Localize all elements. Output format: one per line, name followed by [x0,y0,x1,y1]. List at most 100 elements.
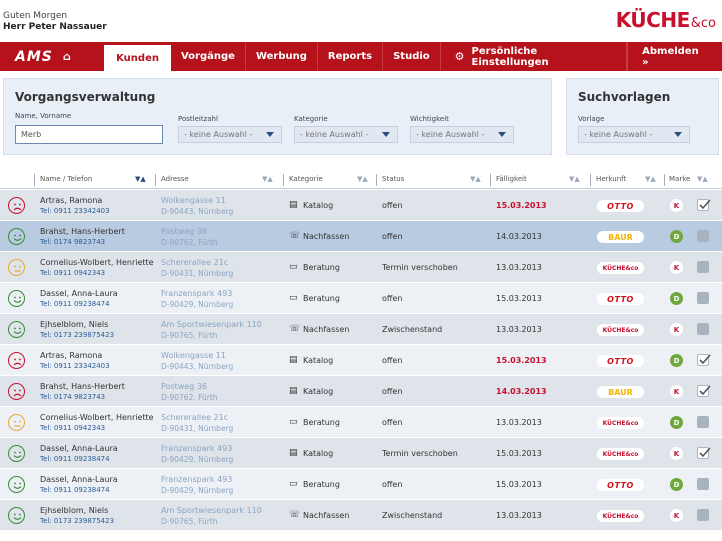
nav-item-werbung[interactable]: Werbung [246,42,318,71]
status: offen [382,294,403,303]
nav-item-kunden[interactable]: Kunden [104,45,171,71]
nav-item-reports[interactable]: Reports [318,42,384,71]
address-city: D-90762, Fürth [161,393,218,402]
table-row[interactable]: Cornelius-Wolbert, Henriette Tel: 0911 0… [0,252,722,283]
logout-button[interactable]: Abmelden » [627,42,722,71]
kategorie-label: Kategorie [294,115,328,123]
sort-icon[interactable]: ▼▲ [697,175,708,183]
checkbox[interactable] [697,509,709,521]
customer-name[interactable]: Cornelius-Wolbert, Henriette [40,413,154,422]
checkbox[interactable] [697,323,709,335]
status: Termin verschoben [382,449,458,458]
col-name[interactable]: Name / Telefon [40,175,93,183]
checkbox[interactable] [697,261,709,273]
table-row[interactable]: Dassel, Anna-Laura Tel: 0911 09238474 Fr… [0,438,722,469]
checkbox[interactable] [697,292,709,304]
customer-phone[interactable]: Tel: 0911 09238474 [40,455,110,463]
customer-phone[interactable]: Tel: 0911 0942343 [40,269,106,277]
col-faelligkeit[interactable]: Fälligkeit [496,175,527,183]
nav-brand[interactable]: AMS ⌂ [0,42,104,71]
status: offen [382,232,403,241]
customer-name[interactable]: Dassel, Anna-Laura [40,289,118,298]
customer-name[interactable]: Brahst, Hans-Herbert [40,382,125,391]
col-marke[interactable]: Marke [669,175,691,183]
table-row[interactable]: Ejhselblom, Niels Tel: 0173 239875423 Am… [0,500,722,531]
table-row[interactable]: Artras, Ramona Tel: 0911 23342403 Wolken… [0,345,722,376]
table-row[interactable]: Cornelius-Wolbert, Henriette Tel: 0911 0… [0,407,722,438]
status: offen [382,201,403,210]
sort-icon[interactable]: ▼▲ [645,175,656,183]
category: Beratung [303,263,340,272]
table-row[interactable]: Dassel, Anna-Laura Tel: 0911 09238474 Fr… [0,469,722,500]
checkbox[interactable] [697,447,711,459]
due-date: 13.03.2013 [496,511,542,520]
marke-badge: K [670,323,683,336]
due-date: 14.03.2013 [496,387,547,396]
customer-phone[interactable]: Tel: 0174 9823743 [40,238,106,246]
plz-label: Postleitzahl [178,115,218,123]
customer-phone[interactable]: Tel: 0174 9823743 [40,393,106,401]
sort-icon[interactable]: ▼▲ [357,175,368,183]
nav-item-vorgaenge[interactable]: Vorgänge [171,42,246,71]
customer-name[interactable]: Dassel, Anna-Laura [40,475,118,484]
customer-name[interactable]: Brahst, Hans-Herbert [40,227,125,236]
nav-item-einstellungen[interactable]: ⚙ Persönliche Einstellungen [441,42,628,71]
col-kategorie[interactable]: Kategorie [289,175,323,183]
table-row[interactable]: Brahst, Hans-Herbert Tel: 0174 9823743 P… [0,376,722,407]
sort-icon[interactable]: ▼▲ [569,175,580,183]
table-row[interactable]: Brahst, Hans-Herbert Tel: 0174 9823743 P… [0,221,722,252]
customer-name[interactable]: Ejhselblom, Niels [40,506,109,515]
checkbox[interactable] [697,385,711,397]
table-row[interactable]: Ejhselblom, Niels Tel: 0173 239875423 Am… [0,314,722,345]
checkbox[interactable] [697,416,709,428]
checkbox[interactable] [697,199,711,211]
nav-item-einstellungen-label: Persönliche Einstellungen [471,45,549,68]
plz-select[interactable]: - keine Auswahl - [178,126,282,143]
marke-badge: D [670,292,683,305]
customer-phone[interactable]: Tel: 0911 09238474 [40,300,110,308]
table-row[interactable]: Artras, Ramona Tel: 0911 23342403 Wolken… [0,190,722,221]
customer-name[interactable]: Artras, Ramona [40,351,103,360]
category: Nachfassen [303,325,350,334]
name-input[interactable]: Merb [15,125,163,144]
happy-face-icon [8,507,25,524]
checkbox[interactable] [697,478,709,490]
customer-name[interactable]: Ejhselblom, Niels [40,320,109,329]
checkbox[interactable] [697,354,711,366]
address-street: Am Sportwiesenpark 110 [161,320,262,329]
vorlagen-panel: Suchvorlagen Vorlage - keine Auswahl - [566,78,719,155]
home-icon[interactable]: ⌂ [62,50,72,63]
chevron-down-icon [266,132,274,137]
customer-phone[interactable]: Tel: 0911 09238474 [40,486,110,494]
sort-icon[interactable]: ▼▲ [135,175,146,183]
kategorie-select[interactable]: - keine Auswahl - [294,126,398,143]
phone-icon: ☏ [289,231,301,241]
customer-phone[interactable]: Tel: 0911 0942343 [40,424,106,432]
customer-name[interactable]: Dassel, Anna-Laura [40,444,118,453]
chevron-down-icon [674,132,682,137]
due-date: 13.03.2013 [496,263,542,272]
baur-logo: BAUR [597,231,644,243]
wichtigkeit-select[interactable]: - keine Auswahl - [410,126,514,143]
col-herkunft[interactable]: Herkunft [596,175,627,183]
address-street: Franzenspark 493 [161,475,233,484]
customer-name[interactable]: Cornelius-Wolbert, Henriette [40,258,154,267]
customer-phone[interactable]: Tel: 0911 23342403 [40,362,110,370]
customer-phone[interactable]: Tel: 0173 239875423 [40,517,115,525]
checkbox[interactable] [697,230,709,242]
vorlage-select[interactable]: - keine Auswahl - [578,126,690,143]
category: Beratung [303,480,340,489]
due-date: 15.03.2013 [496,356,547,365]
chevron-down-icon [498,132,506,137]
col-status[interactable]: Status [382,175,405,183]
customer-phone[interactable]: Tel: 0911 23342403 [40,207,110,215]
due-date: 15.03.2013 [496,201,547,210]
customer-phone[interactable]: Tel: 0173 239875423 [40,331,115,339]
nav-item-studio[interactable]: Studio [383,42,441,71]
sort-icon[interactable]: ▼▲ [470,175,481,183]
customer-name[interactable]: Artras, Ramona [40,196,103,205]
col-adresse[interactable]: Adresse [161,175,189,183]
sort-icon[interactable]: ▼▲ [262,175,273,183]
address-street: Schererallee 21c [161,413,229,422]
table-row[interactable]: Dassel, Anna-Laura Tel: 0911 09238474 Fr… [0,283,722,314]
